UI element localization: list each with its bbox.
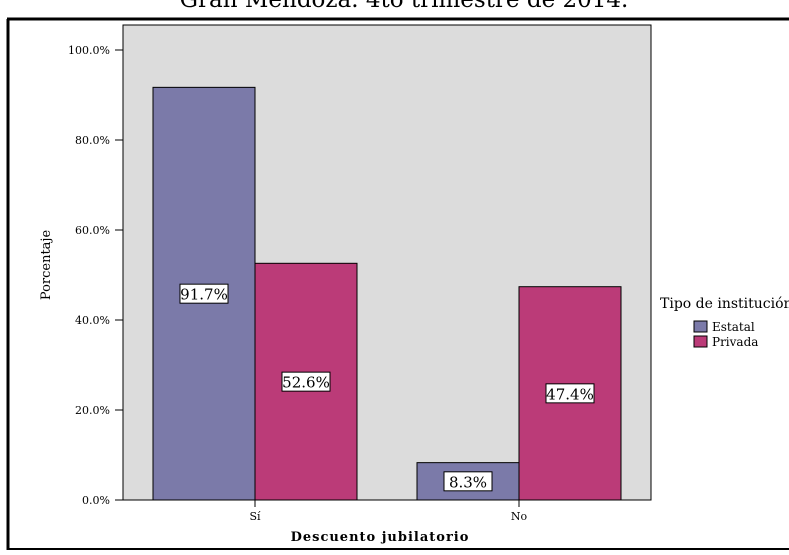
legend-swatch-privada — [693, 335, 708, 348]
data-label-box — [281, 371, 331, 392]
bars-group: 91.7% 52.6% 8.3% 47.4% — [152, 86, 622, 501]
x-axis: Sí No — [249, 500, 528, 523]
data-label-box — [179, 283, 229, 304]
x-axis-label: Descuento jubilatorio — [291, 530, 470, 545]
data-label: 8.3% — [449, 473, 487, 491]
legend-label-estatal: Estatal — [712, 320, 755, 334]
legend-swatch-estatal — [693, 320, 708, 333]
x-tick-label: Sí — [249, 510, 261, 523]
data-label-box — [545, 383, 595, 404]
data-label-box — [443, 471, 493, 492]
bar-estatal-0 — [152, 86, 256, 501]
y-axis-label: Porcentaje — [39, 230, 54, 301]
legend-label-privada: Privada — [712, 335, 758, 349]
data-label: 52.6% — [282, 374, 330, 392]
y-tick-label: 0.0% — [82, 494, 110, 507]
y-tick-label: 20.0% — [75, 404, 110, 417]
chart-title: Gran Mendoza. 4to trimestre de 2014. — [180, 0, 629, 13]
y-tick-label: 60.0% — [75, 224, 110, 237]
data-label: 91.7% — [180, 286, 228, 304]
y-tick-label: 40.0% — [75, 314, 110, 327]
legend-title: Tipo de institución — [660, 296, 789, 312]
y-axis: 0.0% 20.0% 40.0% 60.0% 80.0% 100.0% — [68, 44, 123, 507]
x-tick-label: No — [511, 510, 528, 523]
y-tick-label: 100.0% — [68, 44, 110, 57]
y-tick-label: 80.0% — [75, 134, 110, 147]
data-label: 47.4% — [546, 385, 594, 403]
